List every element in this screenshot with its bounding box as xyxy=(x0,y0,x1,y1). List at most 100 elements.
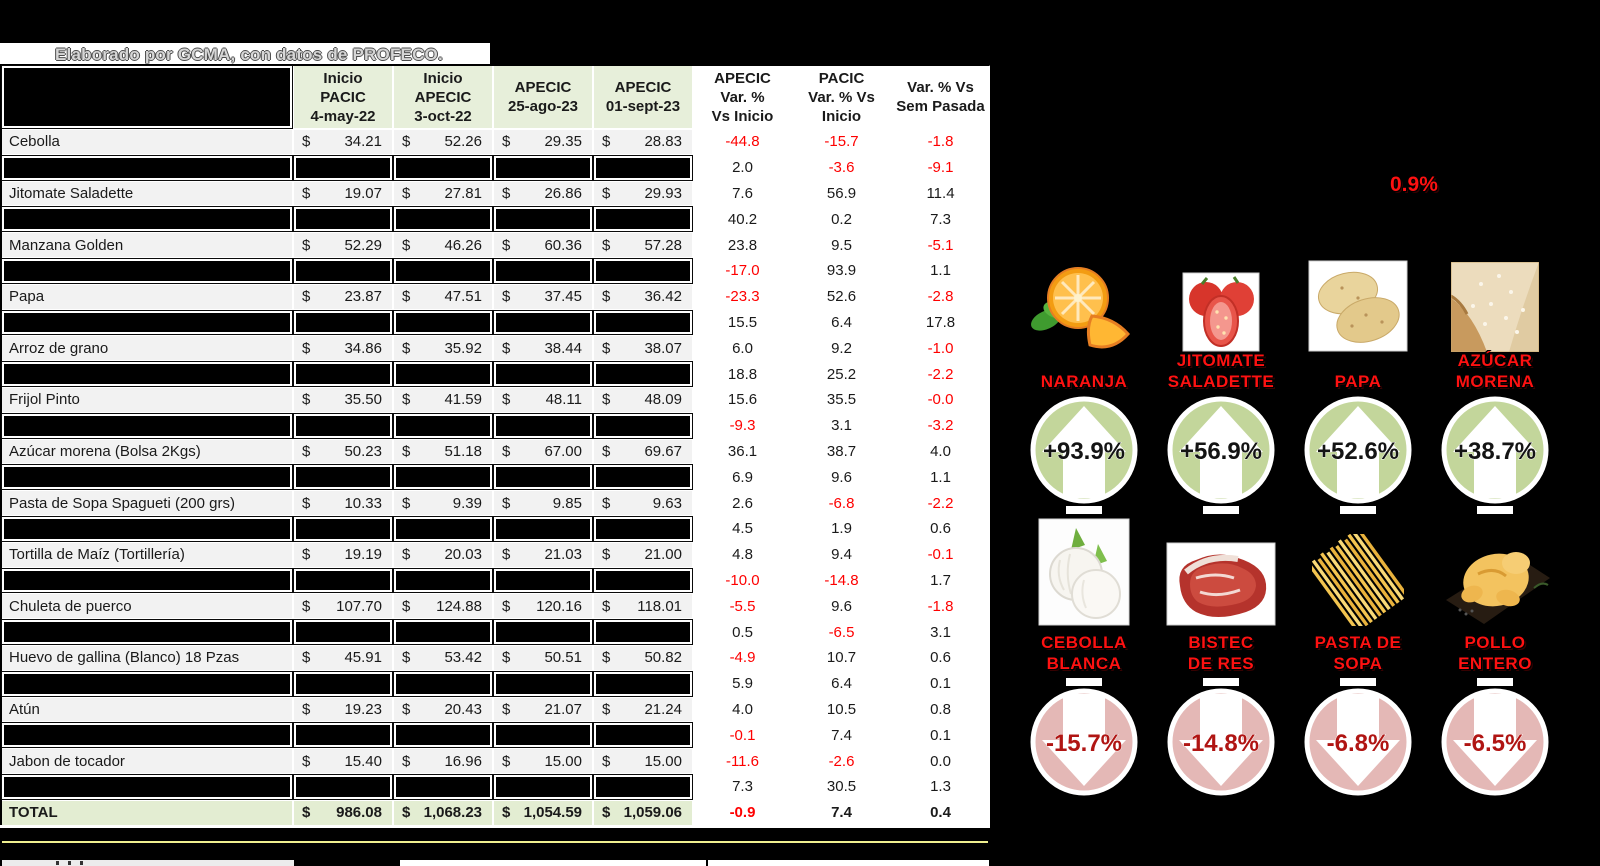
currency-symbol: $ xyxy=(602,752,611,770)
variation-value-cell: 9.4 xyxy=(793,542,890,567)
redacted-price-cell xyxy=(593,257,693,284)
redacted-price-cell xyxy=(293,154,393,181)
redacted-name-cell xyxy=(1,670,293,697)
price-cell: $47.51 xyxy=(394,284,492,309)
price-cell: $48.09 xyxy=(594,387,692,412)
price-value: 52.26 xyxy=(444,133,482,151)
redacted-price-cell xyxy=(493,722,593,749)
variation-value-cell: -14.8 xyxy=(793,568,890,593)
redacted-price-cell xyxy=(293,412,393,439)
redacted-price-cell xyxy=(493,619,593,645)
price-value: 20.43 xyxy=(444,700,482,718)
currency-symbol: $ xyxy=(502,804,511,822)
down-arrow-badge: -15.7% xyxy=(1018,676,1150,800)
price-value: 52.29 xyxy=(344,236,382,254)
product-image-chicken-icon xyxy=(1429,508,1561,626)
price-cell: $50.82 xyxy=(594,645,692,670)
price-value: 107.70 xyxy=(336,597,382,615)
variation-value-cell: 0.1 xyxy=(892,723,989,748)
redacted-price-cell xyxy=(493,257,593,284)
currency-symbol: $ xyxy=(402,804,411,822)
table-bottom-accent-line xyxy=(2,841,988,843)
redacted-price-cell xyxy=(293,206,393,233)
price-value: 46.26 xyxy=(444,236,482,254)
down-arrow-badge: -14.8% xyxy=(1155,676,1287,800)
source-caption: Elaborado por GCMA, con datos de PROFECO… xyxy=(55,45,443,64)
price-cell: $15.00 xyxy=(494,749,592,773)
currency-symbol: $ xyxy=(502,391,511,409)
product-name-cell: Cebolla xyxy=(2,130,292,154)
product-image-orange-icon xyxy=(1018,258,1150,352)
price-cell: $28.83 xyxy=(594,130,692,154)
currency-symbol: $ xyxy=(502,752,511,770)
variation-value-cell: 9.6 xyxy=(793,465,890,490)
currency-symbol: $ xyxy=(502,494,511,512)
product-name-cell: Atún xyxy=(2,697,292,722)
redacted-price-cell xyxy=(293,515,393,542)
price-value: 53.42 xyxy=(444,649,482,667)
price-value: 50.82 xyxy=(644,649,682,667)
redacted-price-cell xyxy=(293,464,393,491)
price-value: 37.45 xyxy=(544,288,582,306)
product-label-line: MORENA xyxy=(1455,372,1535,391)
variation-value-cell: 1.1 xyxy=(892,258,989,283)
redacted-price-cell xyxy=(493,515,593,542)
price-value: 124.88 xyxy=(436,597,482,615)
price-value: 9.85 xyxy=(552,494,582,512)
price-cell: $1,054.59 xyxy=(494,800,592,825)
cutoff-text-mark xyxy=(56,861,59,865)
redacted-price-cell xyxy=(593,361,693,387)
redacted-price-cell xyxy=(493,206,593,233)
currency-symbol: $ xyxy=(602,288,611,306)
product-name-cell: Manzana Golden xyxy=(2,233,292,257)
variation-value-cell: -5.5 xyxy=(694,594,791,619)
variation-value-cell: 4.0 xyxy=(694,697,791,722)
currency-symbol: $ xyxy=(502,700,511,718)
variation-value-cell: 5.9 xyxy=(694,671,791,696)
price-value: 16.96 xyxy=(444,752,482,770)
price-value: 9.63 xyxy=(652,494,682,512)
svg-text:-6.5%: -6.5% xyxy=(1464,730,1527,757)
currency-symbol: $ xyxy=(602,494,611,512)
currency-symbol: $ xyxy=(602,339,611,357)
price-value: 35.50 xyxy=(344,391,382,409)
redacted-price-cell xyxy=(493,670,593,697)
redacted-name-cell xyxy=(1,206,293,233)
price-value: 50.23 xyxy=(344,442,382,460)
price-value: 26.86 xyxy=(544,184,582,202)
product-label-line: BISTEC xyxy=(1188,633,1254,652)
redacted-price-cell xyxy=(593,464,693,491)
redacted-name-cell xyxy=(1,412,293,439)
header-line: Sem Pasada xyxy=(896,98,985,115)
price-value: 21.03 xyxy=(544,546,582,564)
price-cell: $46.26 xyxy=(394,233,492,257)
variation-value-cell: 11.4 xyxy=(892,181,989,206)
product-name-cell: Arroz de grano xyxy=(2,336,292,361)
currency-symbol: $ xyxy=(602,184,611,202)
product-label-line: SOPA xyxy=(1333,654,1383,673)
variation-value-cell: 4.0 xyxy=(892,439,989,464)
currency-symbol: $ xyxy=(502,597,511,615)
variation-value-cell: -3.2 xyxy=(892,413,989,438)
price-cell: $34.86 xyxy=(294,336,392,361)
redacted-name-cell xyxy=(1,515,293,542)
down-arrow-badge: -6.8% xyxy=(1292,676,1424,800)
currency-symbol: $ xyxy=(302,494,311,512)
redacted-price-cell xyxy=(593,670,693,697)
variation-value-cell: -15.7 xyxy=(793,130,890,154)
variation-value-cell: 0.4 xyxy=(892,800,989,825)
variation-value-cell: 2.0 xyxy=(694,155,791,180)
product-label-line: JITOMATE xyxy=(1176,351,1266,370)
variation-value-cell: 40.2 xyxy=(694,207,791,232)
product-image-beef-icon xyxy=(1155,508,1287,626)
variation-value-cell: -1.0 xyxy=(892,336,989,361)
currency-symbol: $ xyxy=(502,546,511,564)
price-value: 1,068.23 xyxy=(423,804,482,822)
header-line: Vs Inicio xyxy=(711,107,774,125)
redacted-name-cell xyxy=(1,773,293,800)
price-cell: $67.00 xyxy=(494,439,592,464)
variation-value-cell: 10.7 xyxy=(793,645,890,670)
panel-column: AZÚCAR MORENA +38.7% POLLO ENTERO -6.5% xyxy=(1429,0,1561,866)
variation-value-cell: 9.5 xyxy=(793,233,890,257)
header-line: Inicio xyxy=(821,107,862,125)
